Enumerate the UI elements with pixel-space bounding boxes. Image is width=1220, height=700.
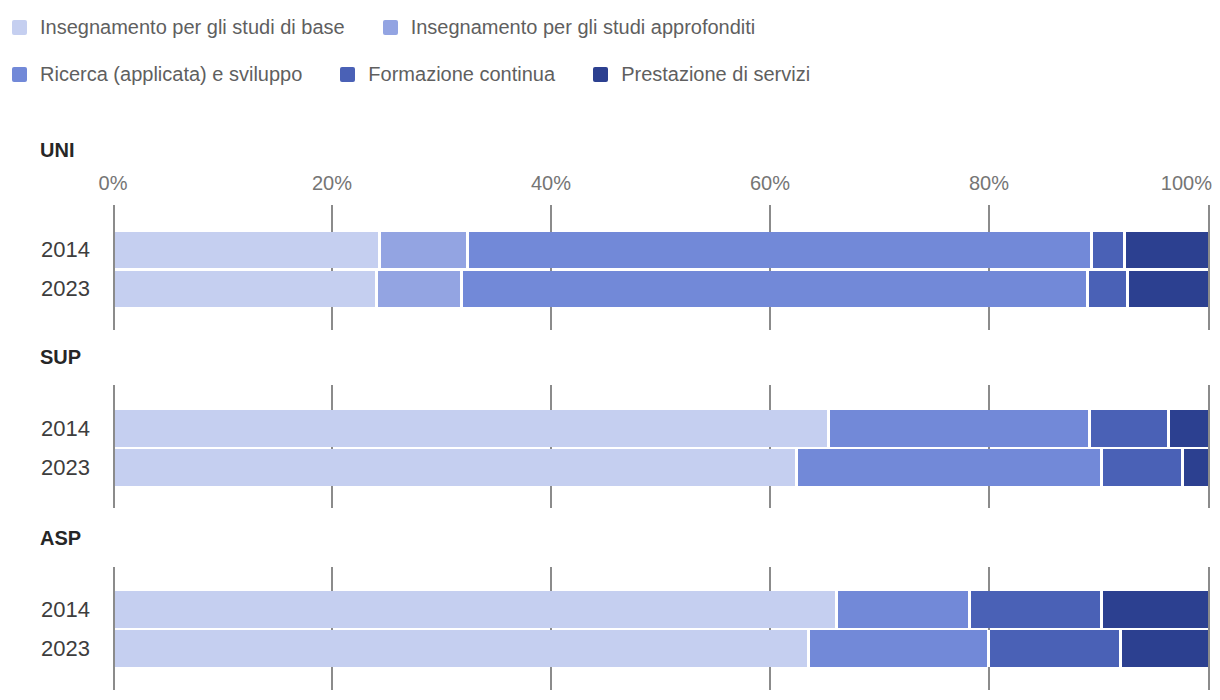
gridline-20 [331,567,333,690]
bar-segment-asp-2014-series0 [113,591,835,628]
bar-segment-sup-2014-series2 [827,410,1088,447]
legend-label: Formazione continua [368,63,555,86]
year-label: 2014 [0,591,90,628]
bar-asp-2023 [113,630,1208,667]
year-label: 2023 [0,271,90,307]
legend-swatch-icon [383,20,398,35]
bar-segment-sup-2014-series4 [1167,410,1208,447]
legend-item-studi-approfonditi: Insegnamento per gli studi approfonditi [383,16,756,39]
legend-label: Prestazione di servizi [621,63,810,86]
bar-segment-uni-2023-series2 [460,271,1086,307]
legend-swatch-icon [340,67,355,82]
group-label-asp: ASP [40,527,81,550]
legend-swatch-icon [12,20,27,35]
legend-item-formazione: Formazione continua [340,63,555,86]
bar-segment-uni-2014-series0 [113,232,378,268]
x-tick-label: 20% [312,172,352,195]
x-tick-label: 0% [99,172,128,195]
legend-label: Insegnamento per gli studi approfonditi [411,16,756,39]
bar-segment-uni-2014-series3 [1090,232,1123,268]
x-axis-labels: 0% 20% 40% 60% 80% 100% [113,172,1208,198]
x-tick-label: 100% [1161,172,1212,195]
bar-segment-asp-2023-series4 [1119,630,1208,667]
bar-sup-2023 [113,449,1208,486]
plot-area-sup: 2014 2023 [113,385,1208,508]
stacked-bar-chart: Insegnamento per gli studi di base Inseg… [0,0,1220,700]
gridline-100 [1208,567,1210,690]
bar-segment-uni-2014-series4 [1123,232,1208,268]
bar-segment-asp-2023-series0 [113,630,807,667]
bar-sup-2014 [113,410,1208,447]
bar-segment-uni-2014-series2 [466,232,1090,268]
x-tick-label: 40% [531,172,571,195]
axis-line [113,567,115,690]
legend-row-1: Insegnamento per gli studi di base Inseg… [12,16,755,38]
legend-label: Ricerca (applicata) e sviluppo [40,63,302,86]
bar-segment-uni-2023-series4 [1126,271,1208,307]
axis-line [113,385,115,508]
bar-segment-sup-2023-series0 [113,449,795,486]
bar-segment-asp-2014-series4 [1100,591,1208,628]
gridline-40 [550,567,552,690]
bar-segment-asp-2023-series2 [807,630,987,667]
legend-label: Insegnamento per gli studi di base [40,16,345,39]
bar-segment-sup-2014-series3 [1088,410,1168,447]
legend-item-ricerca: Ricerca (applicata) e sviluppo [12,63,302,86]
gridline-80 [988,567,990,690]
year-label: 2014 [0,232,90,268]
plot-area-uni: 2014 2023 [113,205,1208,330]
gridline-100 [1208,205,1210,330]
bar-segment-uni-2023-series0 [113,271,375,307]
legend-item-prestazione: Prestazione di servizi [593,63,810,86]
year-label: 2014 [0,410,90,447]
year-label: 2023 [0,449,90,486]
group-label-uni: UNI [40,139,74,162]
legend-row-2: Ricerca (applicata) e sviluppo Formazion… [12,63,810,85]
x-tick-label: 60% [750,172,790,195]
plot-area-asp: 2014 2023 [113,567,1208,690]
bar-segment-sup-2014-series0 [113,410,827,447]
bar-segment-asp-2023-series3 [987,630,1119,667]
bar-segment-sup-2023-series3 [1100,449,1181,486]
bar-segment-uni-2023-series1 [375,271,460,307]
x-tick-label: 80% [969,172,1009,195]
bar-segment-uni-2014-series1 [378,232,466,268]
bar-asp-2014 [113,591,1208,628]
year-label: 2023 [0,630,90,667]
gridline-60 [769,567,771,690]
axis-line [113,205,115,330]
group-label-sup: SUP [40,346,81,369]
gridline-100 [1208,385,1210,508]
bar-segment-sup-2023-series4 [1181,449,1208,486]
legend-item-studi-di-base: Insegnamento per gli studi di base [12,16,345,39]
bar-segment-asp-2014-series3 [968,591,1099,628]
bar-segment-sup-2023-series2 [795,449,1099,486]
bar-segment-asp-2014-series2 [835,591,969,628]
legend-swatch-icon [12,67,27,82]
bar-uni-2014 [113,232,1208,268]
bar-uni-2023 [113,271,1208,307]
bar-segment-uni-2023-series3 [1086,271,1125,307]
legend-swatch-icon [593,67,608,82]
